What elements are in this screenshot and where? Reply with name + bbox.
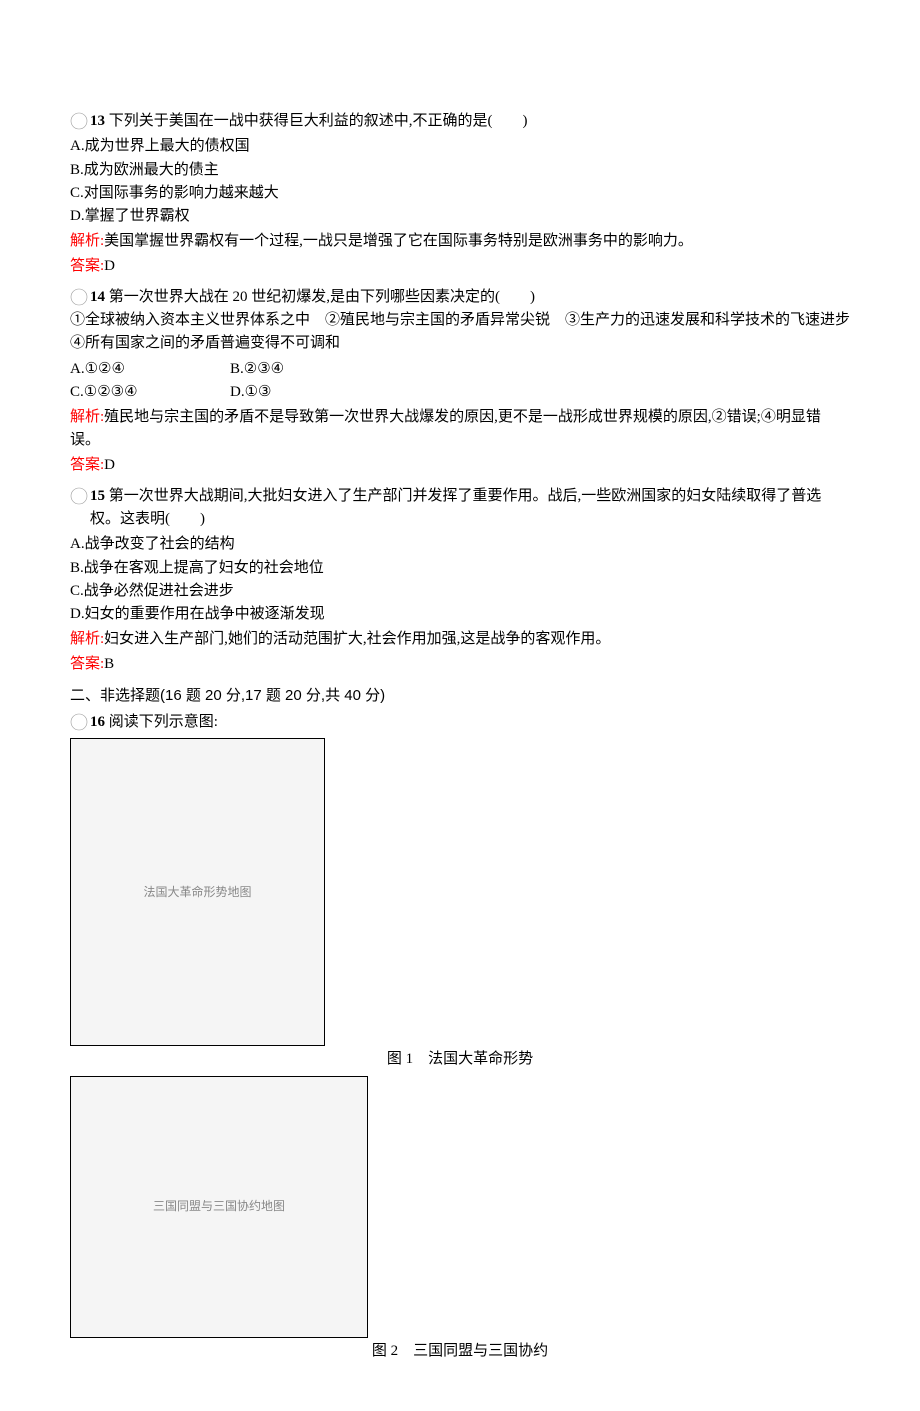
answer-row: 答案:B <box>70 653 850 676</box>
option-d: D.妇女的重要作用在战争中被逐渐发现 <box>70 603 850 626</box>
analysis-label: 解析: <box>70 631 104 647</box>
stem-text: 15 第一次世界大战期间,大批妇女进入了生产部门并发挥了重要作用。战后,一些欧洲… <box>90 485 850 532</box>
figure-2-alt: 三国同盟与三国协约地图 <box>153 1197 285 1216</box>
answer-label: 答案: <box>70 258 104 274</box>
answer-value: D <box>104 457 115 473</box>
analysis-text: 妇女进入生产部门,她们的活动范围扩大,社会作用加强,这是战争的客观作用。 <box>104 631 610 647</box>
figure-1-caption: 图 1 法国大革命形势 <box>70 1048 850 1071</box>
figure-1-image: 法国大革命形势地图 <box>70 738 325 1046</box>
answer-value: D <box>104 258 115 274</box>
stem-content: 下列关于美国在一战中获得巨大利益的叙述中,不正确的是( ) <box>109 113 528 129</box>
analysis-row: 解析:妇女进入生产部门,她们的活动范围扩大,社会作用加强,这是战争的客观作用。 <box>70 628 850 651</box>
stem-content: 第一次世界大战期间,大批妇女进入了生产部门并发挥了重要作用。战后,一些欧洲国家的… <box>90 488 821 527</box>
question-number: 16 <box>90 714 105 730</box>
question-16: 16 阅读下列示意图: 法国大革命形势地图 图 1 法国大革命形势 三国同盟与三… <box>70 711 850 1363</box>
answer-row: 答案:D <box>70 454 850 477</box>
figure-1-block: 法国大革命形势地图 图 1 法国大革命形势 <box>70 738 850 1071</box>
answer-label: 答案: <box>70 457 104 473</box>
stem-text: 16 阅读下列示意图: <box>90 711 850 734</box>
question-stem: 15 第一次世界大战期间,大批妇女进入了生产部门并发挥了重要作用。战后,一些欧洲… <box>70 485 850 532</box>
stem-content: 阅读下列示意图: <box>109 714 218 730</box>
option-b: B.战争在客观上提高了妇女的社会地位 <box>70 557 850 580</box>
option-d: D.掌握了世界霸权 <box>70 205 850 228</box>
question-stem: 16 阅读下列示意图: <box>70 711 850 734</box>
option-b: B.成为欧洲最大的债主 <box>70 159 850 182</box>
option-d: D.①③ <box>230 381 390 404</box>
analysis-row: 解析:美国掌握世界霸权有一个过程,一战只是增强了它在国际事务特别是欧洲事务中的影… <box>70 230 850 253</box>
question-15: 15 第一次世界大战期间,大批妇女进入了生产部门并发挥了重要作用。战后,一些欧洲… <box>70 485 850 676</box>
question-13: 13 下列关于美国在一战中获得巨大利益的叙述中,不正确的是( ) A.成为世界上… <box>70 110 850 278</box>
option-b: B.②③④ <box>230 358 390 381</box>
option-c: C.战争必然促进社会进步 <box>70 580 850 603</box>
answer-value: B <box>104 656 114 672</box>
question-stem: 13 下列关于美国在一战中获得巨大利益的叙述中,不正确的是( ) <box>70 110 850 133</box>
figure-2-block: 三国同盟与三国协约地图 图 2 三国同盟与三国协约 <box>70 1076 850 1363</box>
sphere-bullet-icon <box>70 487 88 505</box>
sphere-bullet-icon <box>70 112 88 130</box>
options-block: A.战争改变了社会的结构 B.战争在客观上提高了妇女的社会地位 C.战争必然促进… <box>70 533 850 626</box>
sphere-bullet-icon <box>70 288 88 306</box>
analysis-text: 殖民地与宗主国的矛盾不是导致第一次世界大战爆发的原因,更不是一战形成世界规模的原… <box>70 409 821 448</box>
question-number: 15 <box>90 488 105 504</box>
figure-1-alt: 法国大革命形势地图 <box>143 883 251 902</box>
sphere-bullet-icon <box>70 713 88 731</box>
options-block: A.成为世界上最大的债权国 B.成为欧洲最大的债主 C.对国际事务的影响力越来越… <box>70 135 850 228</box>
answer-label: 答案: <box>70 656 104 672</box>
figure-2-image: 三国同盟与三国协约地图 <box>70 1076 368 1338</box>
question-stem: 14 第一次世界大战在 20 世纪初爆发,是由下列哪些因素决定的( ) <box>70 286 850 309</box>
options-block: A.①②④ B.②③④ C.①②③④ D.①③ <box>70 358 850 405</box>
analysis-label: 解析: <box>70 233 104 249</box>
stem-text: 14 第一次世界大战在 20 世纪初爆发,是由下列哪些因素决定的( ) <box>90 286 850 309</box>
stem-text: 13 下列关于美国在一战中获得巨大利益的叙述中,不正确的是( ) <box>90 110 850 133</box>
question-number: 13 <box>90 113 105 129</box>
stem-extra: ①全球被纳入资本主义世界体系之中 ②殖民地与宗主国的矛盾异常尖锐 ③生产力的迅速… <box>70 309 850 356</box>
answer-row: 答案:D <box>70 255 850 278</box>
question-number: 14 <box>90 289 105 305</box>
stem-content: 第一次世界大战在 20 世纪初爆发,是由下列哪些因素决定的( ) <box>109 289 535 305</box>
question-14: 14 第一次世界大战在 20 世纪初爆发,是由下列哪些因素决定的( ) ①全球被… <box>70 286 850 477</box>
section-2-title: 二、非选择题(16 题 20 分,17 题 20 分,共 40 分) <box>70 684 850 707</box>
analysis-text: 美国掌握世界霸权有一个过程,一战只是增强了它在国际事务特别是欧洲事务中的影响力。 <box>104 233 693 249</box>
option-a: A.①②④ <box>70 358 230 381</box>
analysis-label: 解析: <box>70 409 104 425</box>
option-c: C.①②③④ <box>70 381 230 404</box>
figure-2-caption: 图 2 三国同盟与三国协约 <box>70 1340 850 1363</box>
analysis-row: 解析:殖民地与宗主国的矛盾不是导致第一次世界大战爆发的原因,更不是一战形成世界规… <box>70 406 850 453</box>
option-c: C.对国际事务的影响力越来越大 <box>70 182 850 205</box>
option-a: A.成为世界上最大的债权国 <box>70 135 850 158</box>
option-a: A.战争改变了社会的结构 <box>70 533 850 556</box>
